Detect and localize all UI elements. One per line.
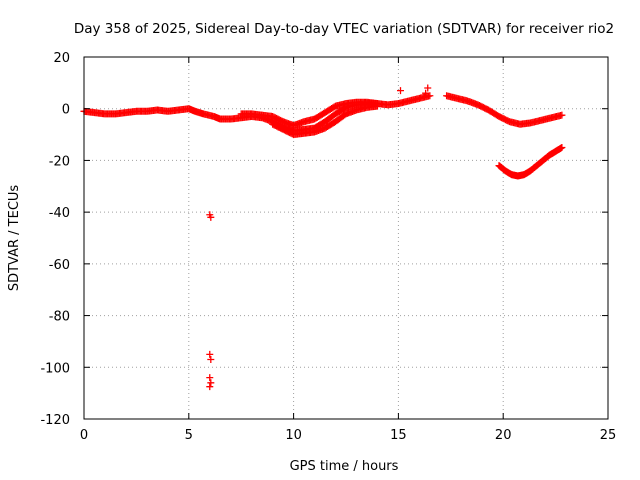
series-evening-track: [443, 92, 566, 128]
y-tick-label: -20: [49, 154, 70, 169]
data-point-marker: [207, 379, 215, 387]
data-points: [80, 84, 566, 391]
x-axis-label: GPS time / hours: [290, 459, 399, 474]
y-tick-label: 20: [53, 51, 70, 66]
series-negative-arc: [495, 144, 566, 180]
x-tick-label: 15: [390, 428, 407, 443]
data-point-marker: [206, 374, 214, 382]
data-point-marker: [558, 144, 566, 151]
data-point-marker: [422, 89, 430, 97]
y-tick-label: 0: [62, 103, 70, 118]
data-point-marker: [206, 383, 214, 391]
y-tick-label: -40: [49, 206, 70, 221]
y-axis-label: SDTVAR / TECUs: [7, 185, 22, 292]
y-tick-label: -100: [40, 361, 70, 376]
x-tick-label: 10: [285, 428, 302, 443]
x-tick-label: 5: [185, 428, 193, 443]
x-tick-label: 25: [600, 428, 617, 443]
data-point-marker: [373, 102, 381, 110]
series-lower-branch: [269, 102, 381, 139]
x-tick-label: 20: [495, 428, 512, 443]
series-outliers: [206, 84, 432, 391]
data-point-marker: [426, 92, 434, 100]
y-tick-label: -120: [40, 413, 70, 428]
tick-labels: 0 5 10 15 20 25 20 0 -20 -40 -60 -80 -100 -120: [40, 51, 616, 443]
data-point-marker: [207, 213, 215, 221]
y-tick-label: -80: [49, 310, 70, 325]
data-point-marker: [396, 87, 404, 95]
chart-title: Day 358 of 2025, Sidereal Day-to-day VTE…: [74, 21, 614, 37]
data-point-marker: [424, 84, 432, 92]
x-tick-label: 0: [80, 428, 88, 443]
data-point-marker: [558, 111, 566, 119]
axis-ticks: [83, 56, 609, 420]
series-upper-branch: [237, 98, 381, 130]
y-tick-label: -60: [49, 258, 70, 273]
data-point-marker: [207, 356, 215, 364]
plot-frame: [83, 56, 609, 420]
data-point-marker: [206, 350, 214, 358]
